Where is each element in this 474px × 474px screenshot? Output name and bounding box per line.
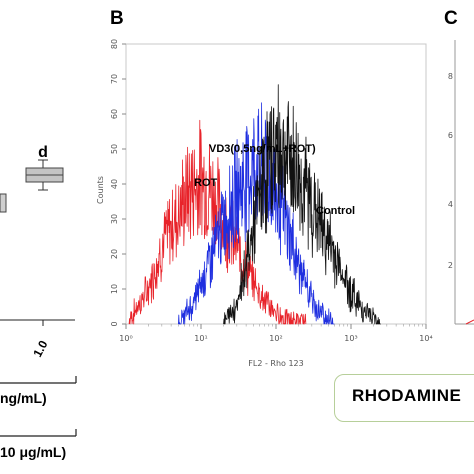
rhodamine-label: RHODAMINE — [352, 386, 462, 405]
x-tick-label: 10⁰ — [119, 334, 132, 343]
x-tick-label: 10⁴ — [419, 334, 432, 343]
series-control — [223, 84, 381, 325]
panel-b-letter: B — [110, 8, 124, 29]
panel-c-y-tick-60: 6 — [448, 131, 453, 140]
y-tick-label: 80 — [110, 39, 119, 49]
y-axis-label: Counts — [96, 176, 105, 204]
y-axis: 0 10 20 30 40 50 60 70 80 — [110, 39, 126, 327]
y-tick-label: 60 — [110, 109, 119, 119]
plot-frame — [125, 43, 427, 325]
panel-a: d 1.0 ng/mL) 10 μg/mL) — [0, 144, 77, 460]
rhodamine-label-box — [334, 374, 474, 422]
series-rot — [128, 119, 307, 325]
y-tick-label: 70 — [110, 74, 119, 84]
series-group — [128, 84, 381, 325]
panel-c-y-tick-20: 2 — [448, 261, 453, 270]
panel-c-letter: C — [444, 8, 458, 29]
panel-a-small-box — [0, 193, 7, 213]
y-tick-label: 50 — [110, 144, 119, 154]
x-tick-label: 10¹ — [194, 334, 207, 343]
panel-a-x-tick: 1.0 — [30, 338, 50, 360]
y-tick-label: 30 — [110, 214, 119, 224]
annotation-control: Control — [316, 205, 355, 217]
y-tick-label: 0 — [110, 321, 119, 326]
panel-c-y-tick-40: 4 — [448, 200, 453, 209]
y-tick-label: 40 — [110, 179, 119, 189]
x-axis-label: FL2 - Rho 123 — [248, 359, 303, 368]
x-tick-label: 10² — [269, 334, 282, 343]
panel-a-boxplot — [25, 159, 64, 191]
y-tick-label: 20 — [110, 249, 119, 259]
panel-c-y-tick-80: 8 — [448, 72, 453, 81]
panel-a-group-label: d — [38, 144, 48, 161]
annotation-vd3: VD3(0,5ng/mL+ROT) — [209, 143, 316, 155]
panel-a-label-2: 10 μg/mL) — [0, 444, 66, 460]
annotation-rot: ROT — [194, 177, 218, 189]
y-tick-label: 10 — [110, 284, 119, 294]
x-axis: 10⁰ 10¹ 10² 10³ 10⁴ — [119, 324, 433, 343]
x-tick-label: 10³ — [344, 334, 357, 343]
panel-b-histogram: 0 10 20 30 40 50 60 70 80 10⁰ 10¹ 10² 10³ 10⁴ Counts… — [96, 39, 433, 368]
panel-c-fragment: 8 6 4 2 — [448, 40, 474, 325]
panel-a-label-1: ng/mL) — [0, 390, 47, 406]
